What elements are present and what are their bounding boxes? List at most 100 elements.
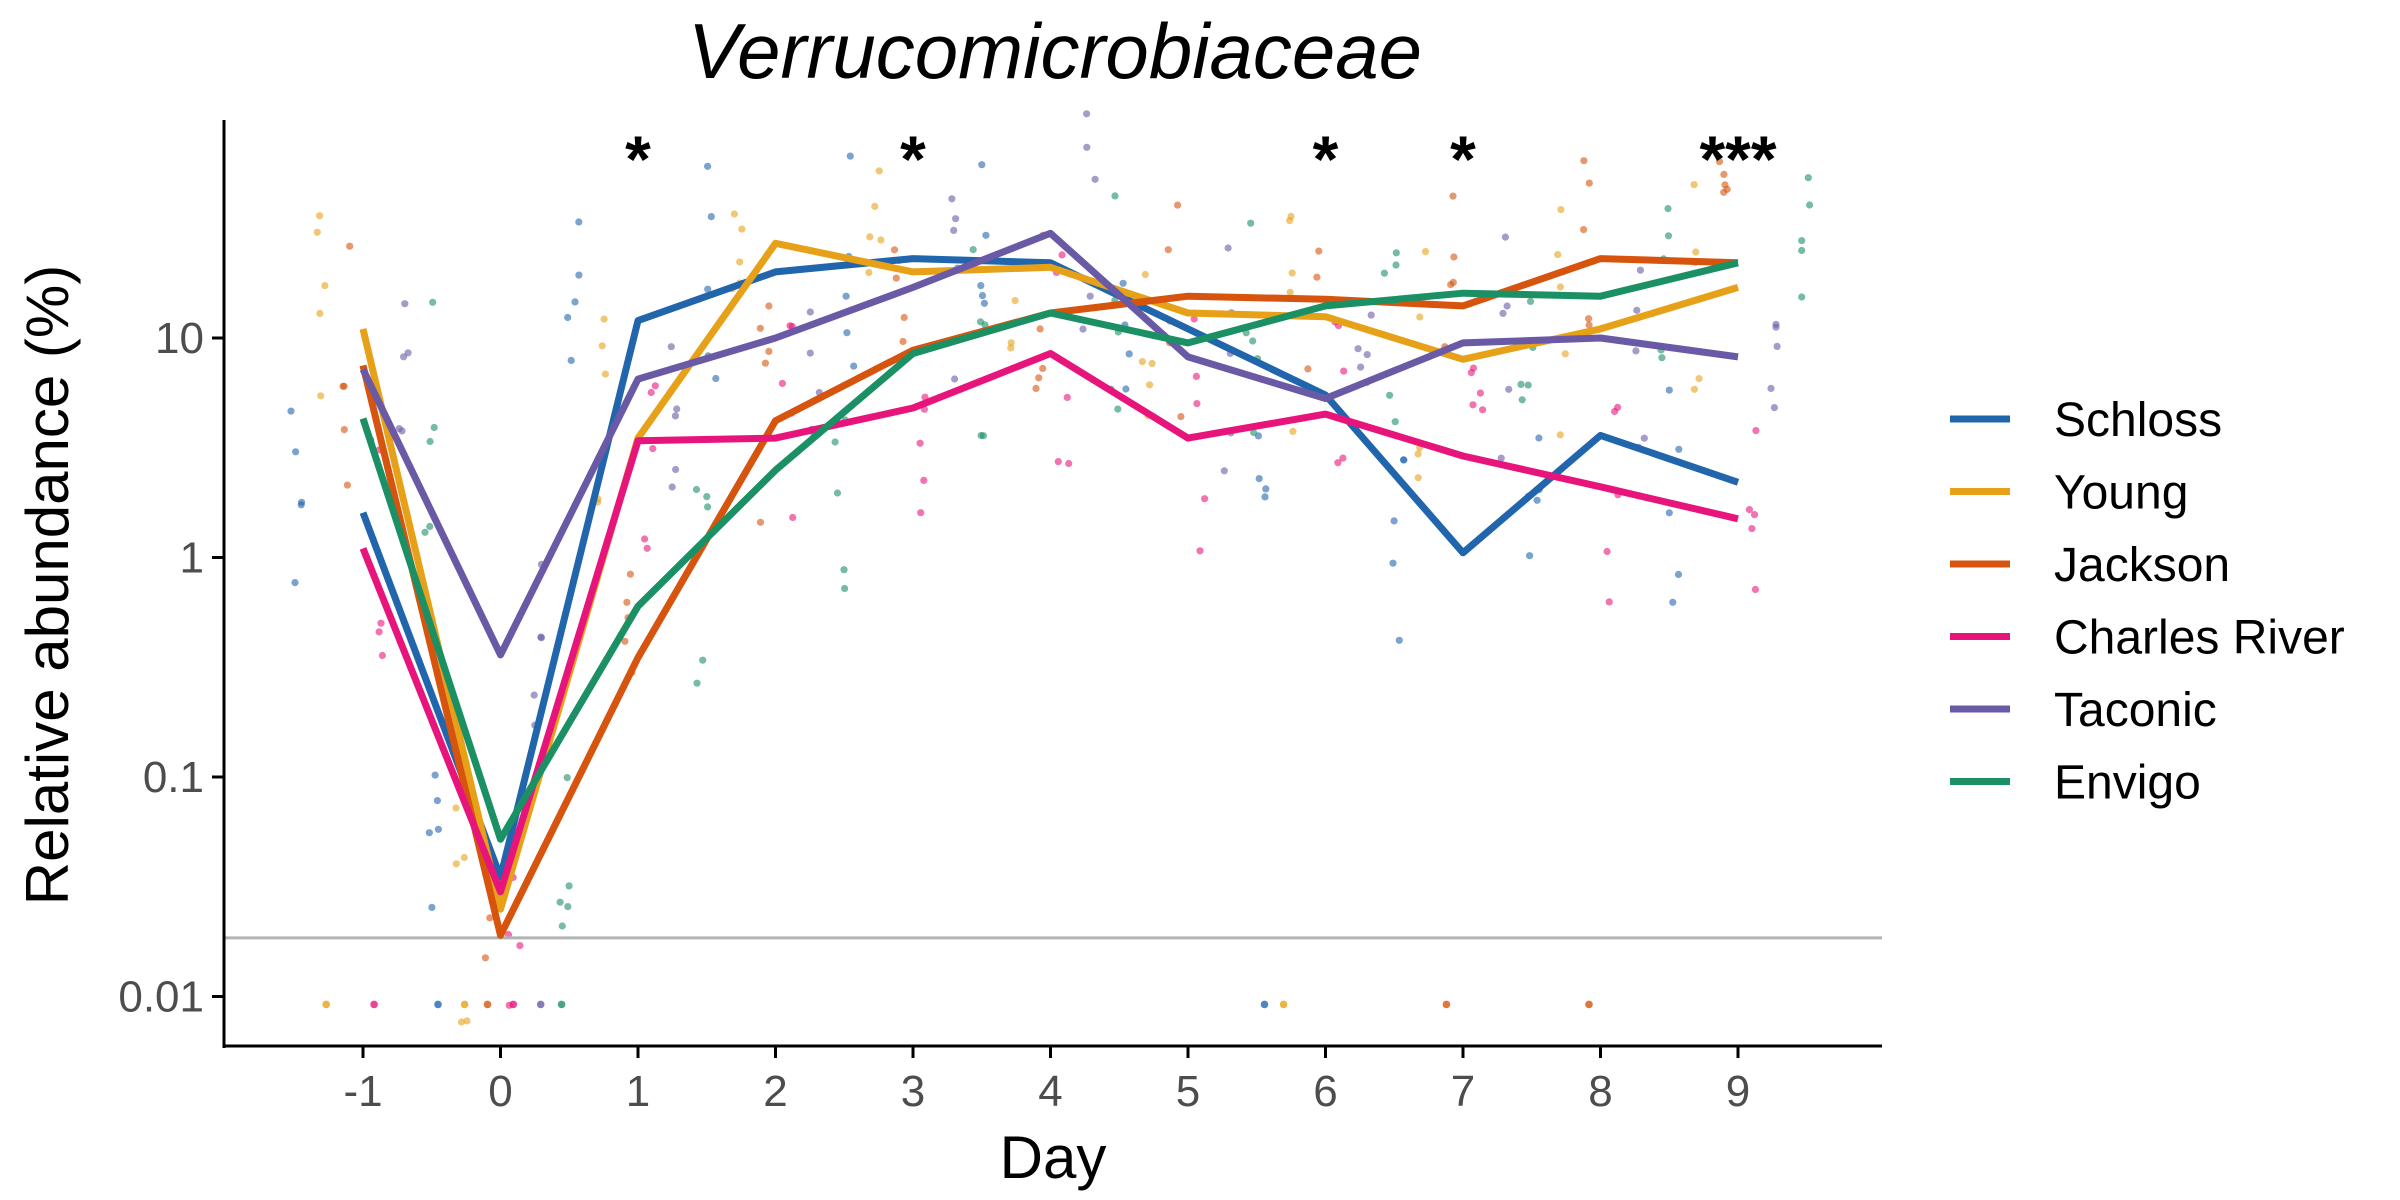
data-point xyxy=(1556,431,1564,439)
data-point xyxy=(1585,315,1593,323)
data-point xyxy=(1603,547,1611,556)
data-point xyxy=(626,570,635,578)
data-point xyxy=(850,362,858,370)
data-point xyxy=(1503,302,1511,310)
data-point xyxy=(1122,385,1130,393)
data-point xyxy=(866,233,874,241)
data-point xyxy=(1054,458,1062,466)
data-point xyxy=(1798,246,1806,255)
data-point xyxy=(693,679,701,687)
legend-label: Schloss xyxy=(2054,394,2222,447)
x-tick-label: 6 xyxy=(1313,1067,1337,1116)
data-point xyxy=(1518,396,1526,404)
data-point xyxy=(865,268,873,277)
data-point xyxy=(1748,525,1756,533)
data-point xyxy=(841,584,849,593)
data-point xyxy=(530,691,538,699)
data-point xyxy=(756,518,765,526)
data-point xyxy=(401,300,409,308)
data-point xyxy=(316,309,324,317)
series-line xyxy=(359,255,1740,881)
data-point xyxy=(571,298,579,306)
data-point xyxy=(736,258,744,266)
data-point xyxy=(952,215,960,223)
data-point xyxy=(1138,358,1146,366)
data-point xyxy=(1146,381,1154,389)
data-point-below-detection xyxy=(1260,1000,1269,1009)
data-point xyxy=(1505,385,1513,393)
data-point xyxy=(1690,181,1698,189)
data-point xyxy=(1416,313,1424,321)
data-point xyxy=(291,579,299,587)
data-point xyxy=(537,634,546,642)
data-point xyxy=(843,329,851,337)
data-point xyxy=(1665,386,1673,394)
data-point xyxy=(598,342,606,350)
data-point-below-detection xyxy=(460,1000,469,1009)
x-tick-label: 1 xyxy=(626,1067,650,1116)
x-tick-label: 4 xyxy=(1038,1067,1062,1116)
data-point xyxy=(1526,297,1535,305)
x-tick-label: 5 xyxy=(1176,1067,1200,1116)
data-point xyxy=(1585,179,1593,187)
data-point xyxy=(1399,456,1408,464)
data-point xyxy=(778,379,787,387)
data-point xyxy=(1557,206,1565,214)
data-point xyxy=(1380,269,1388,277)
data-point xyxy=(567,356,575,364)
data-point xyxy=(1806,201,1814,209)
legend-label: Young xyxy=(2054,467,2188,520)
y-tick-label: 0.01 xyxy=(118,973,204,1022)
data-point xyxy=(426,522,434,531)
data-point xyxy=(1658,354,1666,362)
legend-item: Taconic xyxy=(1950,684,2217,737)
data-point xyxy=(1580,226,1588,234)
data-point xyxy=(287,407,295,415)
data-point xyxy=(1392,249,1400,257)
data-point xyxy=(1035,374,1043,382)
x-tick-label: 3 xyxy=(901,1067,925,1116)
significance-star: * xyxy=(1313,122,1339,196)
data-point-below-detection xyxy=(434,1000,442,1009)
data-point xyxy=(1289,427,1297,435)
legend-label: Envigo xyxy=(2054,757,2201,810)
data-point xyxy=(377,619,385,627)
data-point xyxy=(1036,325,1044,333)
data-point xyxy=(1262,485,1270,493)
data-point xyxy=(806,349,814,357)
data-point xyxy=(1664,205,1672,213)
data-points xyxy=(287,110,1814,1026)
data-point xyxy=(1715,158,1724,166)
data-point xyxy=(871,202,879,210)
data-point xyxy=(1469,401,1477,409)
data-point xyxy=(1524,381,1532,389)
data-point xyxy=(457,1018,466,1026)
data-point xyxy=(1011,296,1019,305)
legend-label: Charles River xyxy=(2054,612,2345,665)
data-point xyxy=(621,637,629,645)
data-point xyxy=(1750,510,1759,519)
data-point xyxy=(1363,351,1371,359)
data-point-below-detection xyxy=(370,1000,378,1009)
data-point xyxy=(1125,350,1133,358)
data-point xyxy=(1196,547,1204,555)
data-point xyxy=(916,439,924,447)
data-point xyxy=(704,285,712,293)
data-point xyxy=(1751,585,1759,594)
x-tick-label: 8 xyxy=(1588,1067,1612,1116)
data-point xyxy=(298,498,306,506)
data-point xyxy=(346,242,354,250)
series-lines xyxy=(359,229,1740,939)
data-point xyxy=(1533,496,1541,504)
data-point xyxy=(641,535,649,543)
data-point xyxy=(900,313,908,322)
data-point xyxy=(1554,251,1562,259)
data-point xyxy=(978,161,986,169)
data-point-below-detection xyxy=(322,1000,331,1009)
data-point xyxy=(1692,248,1700,256)
data-point xyxy=(1114,405,1122,413)
data-point xyxy=(1449,278,1457,286)
data-point xyxy=(1752,427,1760,435)
data-point xyxy=(978,292,987,300)
